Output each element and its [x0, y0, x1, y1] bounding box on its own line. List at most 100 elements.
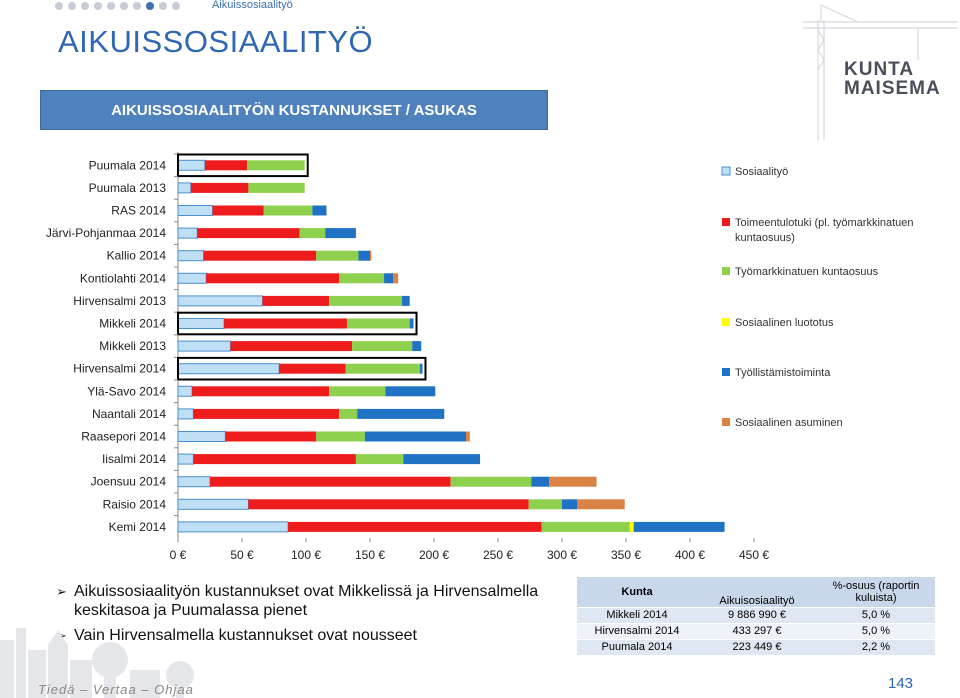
cost-table: Kunta Aikuisosiaalityö %-osuus (raportin…: [577, 577, 935, 656]
bar-segment: [385, 386, 436, 397]
bar-segment: [288, 521, 542, 532]
bar-segment: [212, 205, 264, 216]
category-label: Raisio 2014: [103, 497, 167, 511]
legend-swatch: [722, 318, 730, 326]
bar-segment: [531, 476, 550, 487]
bar-segment: [339, 273, 385, 284]
bar-segment: [177, 408, 194, 420]
kuntamaisema-logo: [803, 4, 958, 140]
nav-dot[interactable]: [146, 2, 154, 10]
nav-dot[interactable]: [120, 2, 128, 10]
cell: 9 886 990 €: [697, 607, 817, 624]
nav-dot[interactable]: [133, 2, 141, 10]
x-tick-label: 300 €: [547, 548, 577, 562]
breadcrumb[interactable]: Aikuissosiaalityö: [212, 0, 293, 11]
bar-segment: [358, 250, 370, 261]
highlight-box: [177, 311, 418, 336]
bar-segment: [299, 228, 326, 239]
bar-segment: [177, 521, 289, 533]
bar-segment: [279, 363, 346, 374]
legend-swatch: [722, 418, 730, 426]
cell: 433 297 €: [697, 623, 817, 640]
x-tick-label: 0 €: [170, 548, 187, 562]
bar-segment: [339, 408, 358, 419]
bar-segment: [177, 318, 225, 329]
category-label: Mikkeli 2013: [99, 339, 166, 353]
bar-segment: [419, 363, 423, 374]
bar-segment: [197, 228, 300, 239]
bar-segment: [346, 318, 410, 329]
bar-segment: [403, 454, 481, 465]
stacked-bar-chart: Puumala 2014 Puumala 2013 RAS 2014 Järvi-Po…: [46, 152, 914, 562]
legend-swatch: [722, 218, 730, 226]
bar-segment: [177, 431, 226, 442]
bar-segment: [177, 453, 194, 465]
legend-label: Sosiaalinen luototus: [735, 317, 834, 329]
category-label: Naantali 2014: [92, 407, 166, 421]
category-label: RAS 2014: [111, 204, 166, 218]
legend-label: kuntaosuus): [735, 232, 795, 244]
nav-dot[interactable]: [68, 2, 76, 10]
cell: Mikkeli 2014: [577, 607, 697, 624]
bar-segment: [629, 521, 634, 532]
legend-label: Sosiaalityö: [735, 166, 788, 178]
col-header-osuus: %-osuus (raportin kuluista): [817, 577, 935, 608]
table-row: Puumala 2014 223 449 € 2,2 %: [577, 639, 935, 656]
arrow-bullet-icon: ➢: [56, 584, 67, 599]
table-row: Hirvensalmi 2014 433 297 € 5,0 %: [577, 623, 935, 640]
bar-segment: [329, 386, 386, 397]
bar-segment: [357, 408, 445, 419]
nav-dot[interactable]: [55, 2, 63, 10]
bar-segment: [402, 295, 410, 306]
nav-dot[interactable]: [159, 2, 167, 10]
cell: Puumala 2014: [577, 639, 697, 656]
bar-segment: [409, 318, 414, 329]
bullet-item: ➢ Aikuissosiaalityön kustannukset ovat Mi…: [56, 583, 539, 619]
bar-segment: [177, 182, 192, 194]
slide-nav-dots[interactable]: [55, 0, 180, 12]
nav-dot[interactable]: [107, 2, 115, 10]
bar-segment: [204, 160, 248, 171]
col-header-kunta: Kunta: [577, 577, 697, 608]
category-label: Kallio 2014: [107, 249, 167, 263]
bar-segment: [247, 160, 305, 171]
bar-segment: [177, 385, 193, 397]
cell: 5,0 %: [817, 607, 935, 624]
bar-segment: [177, 498, 249, 510]
category-label: Mikkeli 2014: [99, 317, 166, 331]
nav-dot[interactable]: [172, 2, 180, 10]
nav-dot[interactable]: [81, 2, 89, 10]
bar-segment: [412, 341, 422, 352]
bar-segment: [316, 250, 359, 261]
footer-tagline: Tiedä – Vertaa – Ohjaa: [38, 682, 194, 697]
bar-segment: [230, 341, 353, 352]
x-tick-label: 350 €: [611, 548, 641, 562]
bar-segment: [225, 431, 317, 442]
bar-segment: [203, 250, 317, 261]
cell: 5,0 %: [817, 623, 935, 640]
nav-dot[interactable]: [94, 2, 102, 10]
bar-segment: [177, 363, 280, 375]
bar-segment: [193, 408, 340, 419]
bar-segment: [262, 295, 330, 306]
category-label: Puumala 2014: [89, 158, 167, 172]
bar-segment: [312, 205, 327, 216]
bar-segment: [549, 476, 597, 487]
bar-segment: [633, 521, 725, 532]
bar-segment: [224, 318, 347, 329]
bar-segment: [177, 340, 231, 352]
table-row: Mikkeli 2014 9 886 990 € 5,0 %: [577, 607, 935, 624]
x-tick-label: 100 €: [291, 548, 321, 562]
bar-segment: [177, 476, 211, 488]
bar-segment: [577, 499, 625, 510]
bar-segment: [562, 499, 578, 510]
bar-segment: [352, 341, 413, 352]
x-tick-label: 50 €: [230, 548, 254, 562]
bar-segment: [210, 476, 451, 487]
category-label: Kemi 2014: [109, 520, 167, 534]
legend-swatch: [722, 368, 730, 376]
bar-segment: [466, 431, 470, 442]
bar-segment: [177, 295, 263, 307]
highlight-box: [177, 153, 309, 178]
page-number: 143: [888, 675, 914, 692]
